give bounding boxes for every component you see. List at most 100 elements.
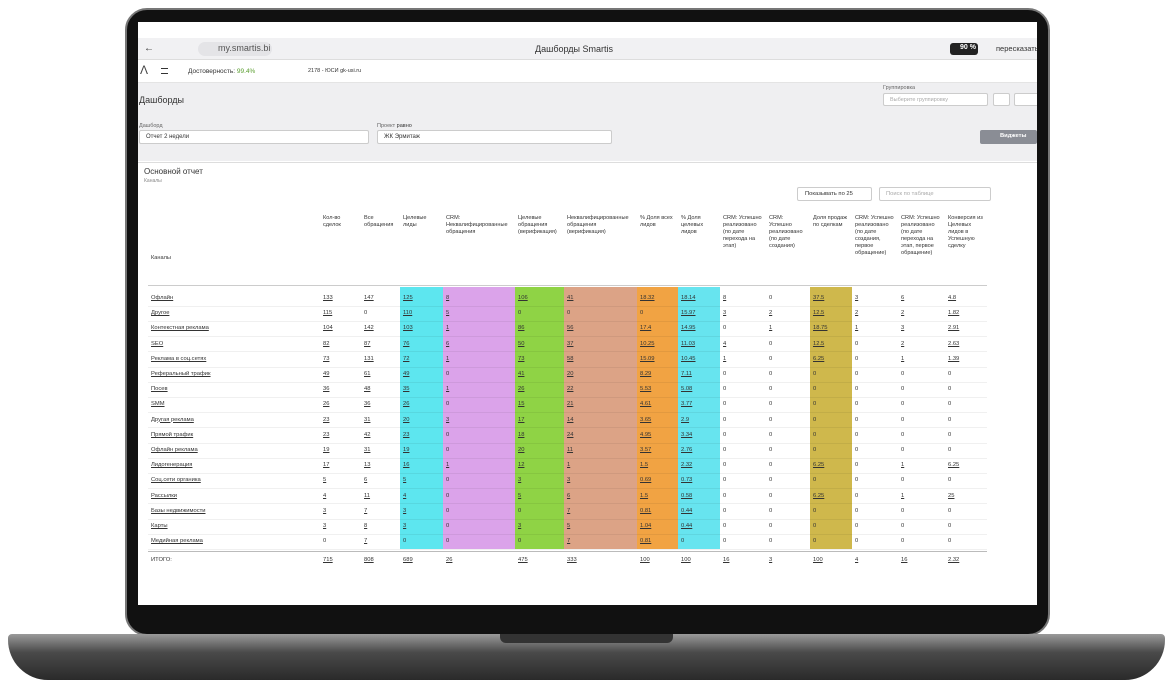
cell: 73 — [323, 355, 330, 362]
project-op[interactable]: равно — [396, 123, 412, 129]
cell: 1 — [446, 386, 450, 393]
cell: 0 — [403, 538, 407, 545]
column-header[interactable]: CRM: Успешно реализовано (по дате создан… — [855, 215, 894, 256]
cell: 12 — [518, 462, 525, 469]
cell: 6 — [567, 492, 571, 499]
widgets-button[interactable]: Виджеты — [980, 130, 1037, 144]
cell: 17 — [323, 462, 330, 469]
cell: 0 — [769, 538, 773, 545]
cell: 0 — [723, 386, 727, 393]
column-fill — [443, 287, 515, 550]
cell: 3 — [403, 507, 407, 514]
cell: 0 — [769, 447, 773, 453]
column-fill — [637, 287, 678, 550]
cell: 0 — [446, 431, 450, 438]
cell: 0 — [769, 401, 773, 408]
cell: 48 — [364, 386, 371, 393]
cell: 8 — [364, 523, 368, 529]
cell: 0 — [323, 538, 327, 545]
back[interactable]: ← — [144, 43, 154, 54]
search-input[interactable]: Поиск по таблице — [879, 187, 991, 201]
cell: 0 — [901, 523, 905, 529]
column-header[interactable]: Все обращения — [364, 215, 394, 228]
grouping-select[interactable]: Выберите группировку — [883, 93, 988, 106]
cell: 0 — [901, 538, 905, 545]
column-header[interactable]: CRM: Успешно реализовано (по дате перехо… — [723, 215, 762, 249]
report-title: Основной отчет — [144, 167, 203, 176]
column-fill — [515, 287, 564, 550]
cell: 56 — [567, 325, 574, 332]
cell: 0 — [446, 371, 450, 377]
cell: 0 — [723, 462, 727, 469]
column-header[interactable]: Каналы — [151, 255, 171, 261]
cell: 50 — [518, 340, 525, 347]
button[interactable] — [993, 93, 1010, 106]
cell: 0 — [901, 477, 905, 484]
cell: 17.4 — [640, 325, 652, 332]
cell: 2 — [901, 310, 905, 317]
cell: 0 — [446, 492, 450, 499]
logo: Λ — [140, 63, 149, 77]
cell: 5 — [403, 477, 407, 484]
cell: 0 — [855, 477, 859, 484]
cell: 115 — [323, 310, 333, 317]
menu[interactable] — [161, 68, 168, 74]
cell: 4.8 — [948, 295, 957, 301]
cell: 2 — [769, 310, 773, 317]
column-fill — [564, 287, 637, 550]
cell: 0 — [855, 416, 859, 423]
cell: 0 — [518, 310, 522, 317]
cell: 6.25 — [813, 355, 825, 362]
cell: 1 — [446, 325, 450, 332]
address-bar[interactable]: my.smartis.bi — [198, 42, 272, 56]
column-header[interactable]: Целевые лиды — [403, 215, 427, 228]
channel-cell: Лидогенерация — [151, 462, 193, 469]
cell: 42 — [364, 431, 371, 438]
cell: 3 — [723, 310, 727, 317]
column-header[interactable]: Кол-во сделок — [323, 215, 341, 228]
cell: 0.81 — [640, 507, 652, 514]
column-header[interactable]: CRM: Неквалифицированные обращения — [446, 215, 508, 235]
column-header[interactable]: % Доля целевых лидов — [681, 215, 704, 235]
cell: 0 — [567, 310, 571, 317]
cell: 0 — [855, 386, 859, 393]
retell[interactable]: пересказать — [996, 44, 1037, 53]
column-header[interactable]: CRM: Успешно реализовано (по дате создан… — [769, 215, 803, 249]
cell: 0 — [723, 371, 727, 377]
column-header[interactable]: Неквалифицированные обращения (верификац… — [567, 215, 629, 235]
cell: 3 — [446, 416, 450, 423]
cell: 0 — [640, 310, 644, 317]
total-cell: 689 — [403, 557, 413, 564]
column-header[interactable]: % Доля всех лидов — [640, 215, 673, 228]
cell: 0 — [769, 371, 773, 377]
cell: 49 — [403, 371, 410, 377]
total-cell: 26 — [446, 557, 453, 564]
total-cell: 333 — [567, 557, 577, 564]
page-size-select[interactable]: Показывать по 25 — [797, 187, 872, 201]
zoom[interactable]: 90 % — [950, 43, 978, 55]
report-filter[interactable]: Каналы — [144, 178, 162, 184]
cell: 0 — [446, 447, 450, 453]
button[interactable] — [1014, 93, 1037, 106]
cell: 0 — [948, 523, 952, 529]
column-header[interactable]: Целевые обращения (верификация) — [518, 215, 557, 235]
cell: 16 — [403, 462, 410, 469]
cell: 4 — [403, 492, 407, 499]
project-select[interactable]: ЖК Эрмитаж — [377, 130, 612, 144]
cell: 0 — [948, 416, 952, 423]
cell: 1.04 — [640, 523, 652, 529]
column-header[interactable]: Доля продаж по сделкам — [813, 215, 847, 228]
total-cell: 475 — [518, 557, 528, 564]
dashboard-select[interactable]: Отчет 2 недели — [139, 130, 369, 144]
cell: 0 — [948, 431, 952, 438]
screen: ← my.smartis.bi Дашборды Smartis 90 % пе… — [138, 22, 1037, 605]
cell: 31 — [364, 416, 371, 423]
cell: 3 — [518, 477, 522, 484]
cell: 5.08 — [681, 386, 693, 393]
channel-cell: Офлайн — [151, 295, 174, 301]
grouping-label: Группировка — [883, 85, 916, 91]
column-header[interactable]: Конверсия из Целевых лидов в Успешную сд… — [948, 215, 983, 249]
cell: 0 — [723, 538, 727, 545]
cell: 4 — [323, 492, 327, 499]
column-header[interactable]: CRM: Успешно реализовано (по дате перехо… — [901, 215, 940, 256]
